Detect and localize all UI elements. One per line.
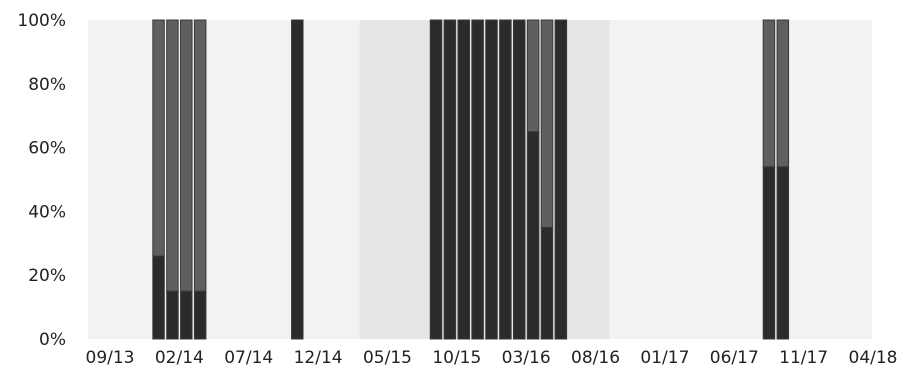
bar-bottom-segment — [776, 166, 790, 340]
x-tick-label: 11/17 — [779, 348, 828, 368]
x-tick-label: 05/15 — [363, 348, 412, 368]
x-tick-label: 09/13 — [86, 348, 135, 368]
bar-top-segment — [776, 19, 790, 168]
bar-top-segment — [152, 19, 165, 257]
bar-bottom-segment — [554, 19, 568, 340]
bar-top-segment — [762, 19, 776, 168]
bar-bottom-segment — [429, 19, 443, 340]
bar-top-segment — [193, 19, 207, 292]
bar-bottom-segment — [526, 131, 540, 340]
bar-bottom-segment — [471, 19, 484, 340]
bar-top-segment — [540, 19, 554, 228]
bar-bottom-segment — [540, 226, 554, 340]
bar-bottom-segment — [485, 19, 498, 340]
x-tick-label: 01/17 — [640, 348, 689, 368]
bar-bottom-segment — [193, 290, 207, 340]
y-tick-label: 100% — [17, 11, 66, 31]
y-axis-tick-labels: 0% 20% 40% 60% 80% 100% — [17, 11, 66, 350]
bar-bottom-segment — [180, 290, 193, 340]
y-tick-label: 0% — [39, 330, 66, 350]
bar-top-segment — [166, 19, 179, 292]
x-tick-label: 07/14 — [224, 348, 273, 368]
x-tick-label: 08/16 — [571, 348, 620, 368]
x-tick-label: 04/18 — [849, 348, 898, 368]
bar-bottom-segment — [166, 290, 179, 340]
x-tick-label: 02/14 — [155, 348, 204, 368]
bar-bottom-segment — [457, 19, 471, 340]
bar-bottom-segment — [152, 255, 165, 340]
bar-bottom-segment — [762, 166, 776, 340]
bar-bottom-segment — [291, 19, 304, 340]
shaded-bands — [359, 20, 610, 339]
x-tick-label: 12/14 — [294, 348, 343, 368]
x-tick-label: 06/17 — [710, 348, 759, 368]
y-tick-label: 60% — [28, 139, 66, 159]
bars — [152, 19, 790, 340]
bar-top-segment — [526, 19, 540, 133]
y-tick-label: 40% — [28, 202, 66, 222]
x-axis-tick-labels: 09/13 02/14 07/14 12/14 05/15 10/15 03/16 08/16… — [86, 348, 898, 368]
shaded-band — [359, 20, 610, 339]
y-tick-label: 20% — [28, 266, 66, 286]
bar-bottom-segment — [499, 19, 512, 340]
bar-bottom-segment — [512, 19, 526, 340]
bar-bottom-segment — [443, 19, 457, 340]
x-tick-label: 03/16 — [502, 348, 551, 368]
y-tick-label: 80% — [28, 75, 66, 95]
x-tick-label: 10/15 — [432, 348, 481, 368]
bar-top-segment — [180, 19, 193, 292]
